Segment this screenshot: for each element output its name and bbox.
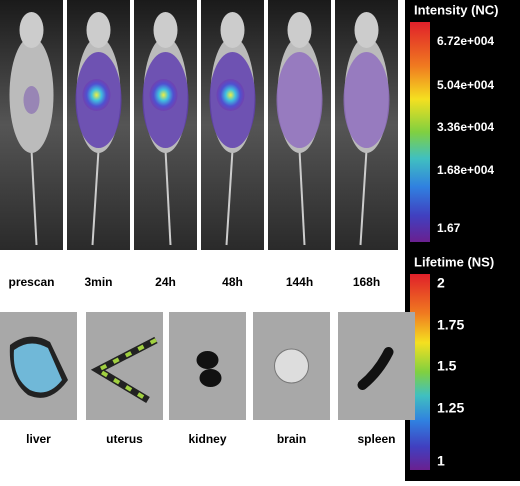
intensity-tick-label: 5.04e+004: [437, 78, 494, 92]
tail: [298, 149, 306, 246]
lifetime-tick-label: 1.25: [437, 400, 464, 416]
intensity-title: Intensity (NC): [414, 2, 499, 17]
mouse-head: [287, 12, 312, 48]
signal-hotspot: [82, 79, 111, 111]
intensity-tick-label: 1.68e+004: [437, 163, 494, 177]
mouse-head: [354, 12, 379, 48]
organ-shape: [357, 347, 394, 390]
tail: [30, 149, 38, 246]
signal-overlay: [276, 52, 323, 148]
organ-label: kidney: [188, 432, 226, 446]
organ-label: brain: [277, 432, 306, 446]
organ-shape: [274, 348, 309, 384]
tail: [359, 149, 368, 246]
time-label: 48h: [222, 275, 243, 289]
organ-label: liver: [26, 432, 51, 446]
lifetime-tick-label: 1: [437, 453, 445, 469]
organ-shape: [199, 369, 222, 387]
tail: [164, 149, 172, 246]
lifetime-tick-label: 1.75: [437, 317, 464, 333]
signal-overlay: [343, 52, 390, 148]
lifetime-title: Lifetime (NS): [414, 254, 494, 269]
time-label: 3min: [84, 275, 112, 289]
organ-signal: [13, 343, 62, 393]
organ-shape: [90, 336, 158, 404]
time-label: 168h: [353, 275, 380, 289]
organ-shape: [196, 351, 219, 369]
lifetime-tick-label: 2: [437, 275, 445, 291]
tail: [225, 149, 234, 246]
lifetime-tick-label: 1.5: [437, 358, 457, 374]
time-label: 24h: [155, 275, 176, 289]
intensity-tick-label: 1.67: [437, 221, 461, 235]
organ-image: [86, 312, 163, 420]
intensity-tick-label: 3.36e+004: [437, 120, 494, 134]
tail: [91, 149, 100, 246]
mouse-head: [19, 12, 44, 48]
organ-label: uterus: [106, 432, 143, 446]
intensity-tick-label: 6.72e+004: [437, 34, 494, 48]
signal-overlay: [23, 86, 40, 114]
intensity-colorbar: [410, 22, 430, 242]
organ-label: spleen: [357, 432, 395, 446]
signal-hotspot: [149, 79, 178, 111]
signal-hotspot: [216, 79, 245, 111]
mouse-head: [86, 12, 111, 48]
time-label: 144h: [286, 275, 313, 289]
time-label: prescan: [8, 275, 54, 289]
mouse-head: [153, 12, 178, 48]
mouse-head: [220, 12, 245, 48]
